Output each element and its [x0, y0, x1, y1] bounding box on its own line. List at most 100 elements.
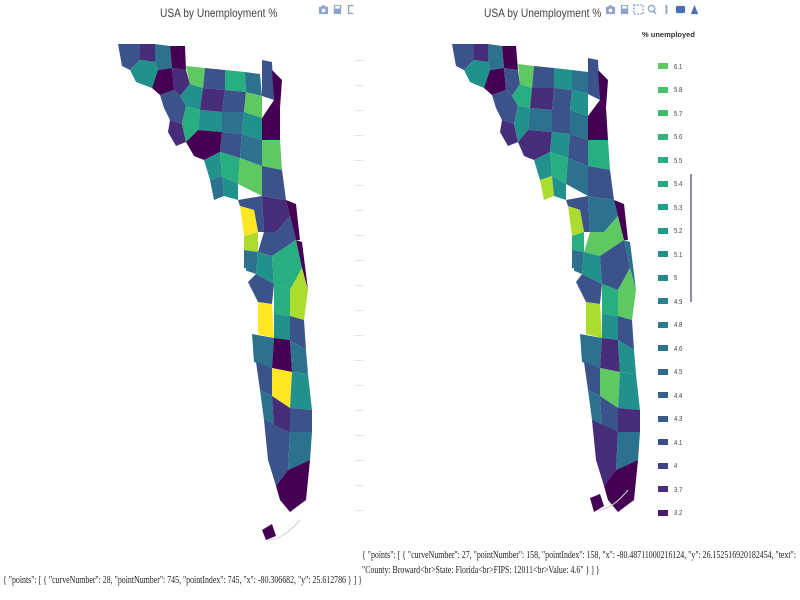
- legend-item[interactable]: 5.4: [658, 178, 684, 190]
- legend-label: 5.7: [674, 108, 683, 118]
- county: [210, 176, 224, 200]
- county: [584, 362, 600, 396]
- legend-label: 5.3: [674, 202, 683, 212]
- county: [568, 206, 584, 236]
- county: [160, 90, 186, 124]
- county: [588, 166, 614, 200]
- legend-item[interactable]: 3.7: [658, 483, 684, 495]
- county: [618, 408, 640, 432]
- zoom-icon[interactable]: [346, 3, 357, 15]
- plotly-logo-icon[interactable]: [689, 3, 700, 15]
- county: [118, 44, 140, 70]
- camera-icon[interactable]: [318, 3, 329, 15]
- legend-item[interactable]: 5.2: [658, 225, 684, 237]
- county: [290, 268, 308, 320]
- county: [272, 396, 290, 432]
- legend-label: 4.1: [674, 437, 683, 447]
- legend-item[interactable]: 4.6: [658, 342, 684, 354]
- county: [600, 240, 630, 290]
- legend-item[interactable]: 4.3: [658, 413, 684, 425]
- legend-item[interactable]: 3.2: [658, 507, 684, 519]
- county: [570, 110, 588, 140]
- legend-item[interactable]: 5.1: [658, 248, 684, 260]
- legend-item[interactable]: 5.3: [658, 201, 684, 213]
- county: [580, 334, 602, 368]
- zoom-icon[interactable]: [633, 3, 644, 15]
- right-tick-strip: [355, 60, 367, 540]
- county: [262, 196, 290, 232]
- legend-swatch: [658, 298, 668, 304]
- lasso-icon[interactable]: [661, 3, 672, 15]
- county: [276, 460, 310, 512]
- legend-label: 4.5: [674, 367, 683, 376]
- county: [258, 302, 274, 338]
- county: [492, 90, 518, 124]
- county: [222, 176, 238, 200]
- county: [272, 338, 292, 372]
- county: [245, 72, 262, 96]
- county: [244, 92, 262, 118]
- county: [512, 84, 532, 108]
- county: [590, 494, 604, 512]
- county: [588, 390, 602, 428]
- legend-label: 5.6: [674, 132, 683, 141]
- county: [260, 390, 274, 428]
- legend-label: 4.6: [674, 343, 683, 353]
- camera-icon[interactable]: [605, 3, 616, 15]
- legend-swatch: [658, 204, 668, 210]
- legend-item[interactable]: 4.8: [658, 319, 684, 331]
- legend-label: 5.1: [674, 249, 683, 259]
- legend-item[interactable]: 4.1: [658, 436, 684, 448]
- florida-map-right[interactable]: [352, 0, 800, 545]
- legend-title: % unemployed: [642, 30, 695, 39]
- county: [182, 106, 200, 142]
- legend-item[interactable]: 4.9: [658, 295, 684, 307]
- florida-map-left[interactable]: [0, 0, 352, 545]
- legend-scrollbar[interactable]: [690, 174, 692, 302]
- legend-item[interactable]: 4.5: [658, 366, 684, 378]
- legend-swatch: [658, 274, 668, 281]
- county: [570, 90, 588, 116]
- legend-label: 4: [674, 461, 678, 470]
- county: [618, 316, 634, 350]
- pan-icon[interactable]: [647, 3, 658, 15]
- county: [500, 120, 518, 146]
- county: [600, 338, 620, 372]
- county: [586, 302, 602, 338]
- legend-item[interactable]: 4.4: [658, 389, 684, 401]
- legend-item[interactable]: 5.7: [658, 107, 684, 119]
- select-icon[interactable]: [675, 3, 686, 15]
- legend-item[interactable]: 5.6: [658, 131, 684, 143]
- county: [140, 44, 155, 62]
- legend-swatch: [658, 180, 668, 187]
- county: [198, 110, 222, 132]
- save-icon[interactable]: [332, 3, 343, 15]
- county: [584, 216, 624, 256]
- legend-item[interactable]: 4: [658, 460, 678, 472]
- bay: [238, 268, 246, 290]
- county: [180, 84, 203, 110]
- county: [534, 152, 552, 180]
- county: [272, 70, 282, 108]
- county: [240, 206, 258, 236]
- legend-item[interactable]: 5.5: [658, 154, 684, 166]
- county: [588, 140, 610, 170]
- county: [290, 408, 312, 432]
- legend-swatch: [658, 368, 668, 375]
- county: [514, 106, 530, 142]
- legend-item[interactable]: 6.1: [658, 60, 684, 72]
- legend-label: 4.8: [674, 320, 683, 329]
- save-icon[interactable]: [619, 3, 630, 15]
- county: [264, 420, 290, 486]
- county: [588, 100, 608, 140]
- legend-item[interactable]: 5: [658, 272, 678, 284]
- county: [502, 46, 518, 70]
- legend-item[interactable]: 5.8: [658, 84, 684, 96]
- county: [618, 340, 636, 374]
- legend-swatch: [658, 251, 668, 257]
- county: [240, 134, 262, 166]
- county: [600, 368, 620, 408]
- county: [474, 44, 488, 62]
- county: [262, 100, 280, 140]
- county: [550, 132, 570, 158]
